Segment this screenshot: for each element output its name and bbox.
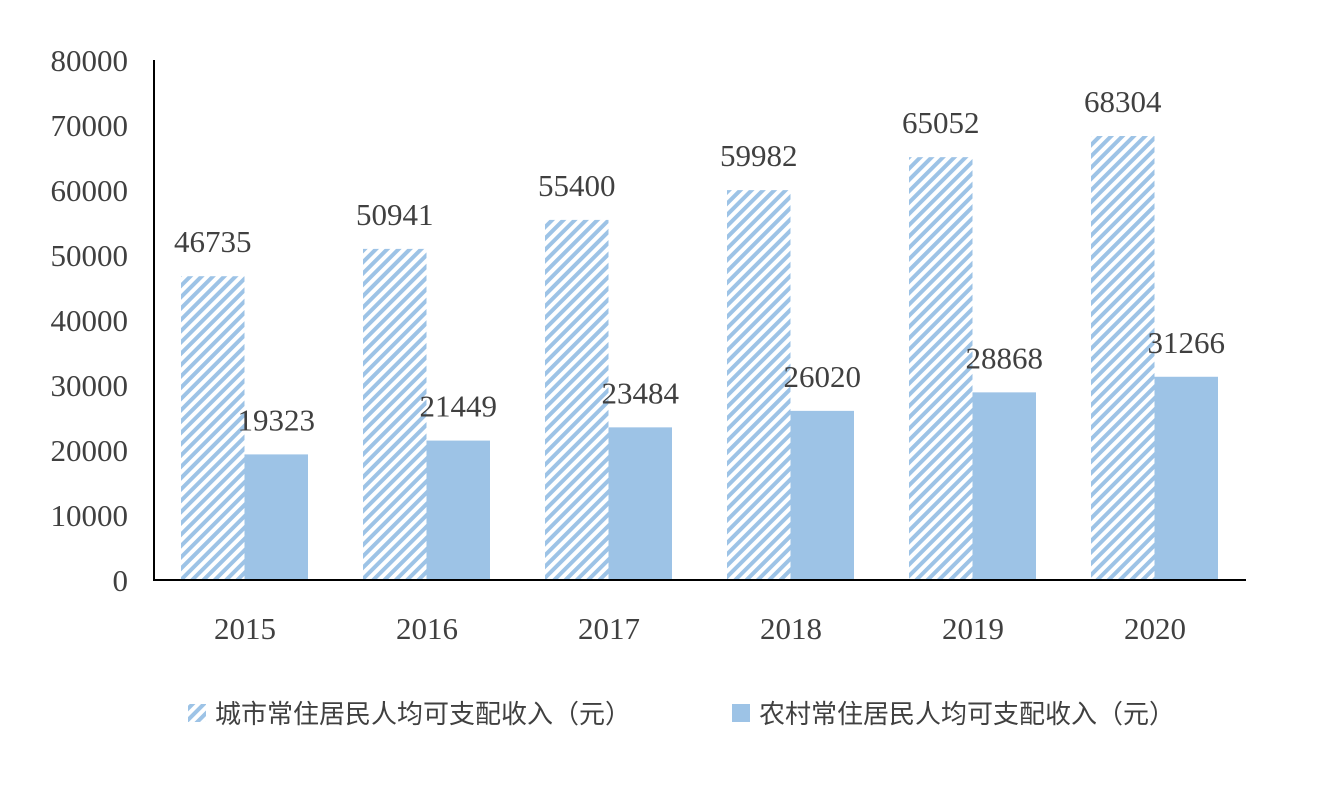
y-tick-label: 70000 — [51, 108, 129, 143]
data-label: 55400 — [538, 168, 616, 203]
bar-urban-2019 — [909, 157, 973, 581]
x-tick-label: 2015 — [214, 611, 276, 646]
x-tick-label: 2020 — [1124, 611, 1186, 646]
y-tick-label: 80000 — [51, 43, 129, 78]
y-tick-label: 10000 — [51, 498, 129, 533]
bar-rural-2018 — [790, 410, 854, 580]
data-label: 65052 — [902, 105, 980, 140]
x-tick-label: 2019 — [942, 611, 1004, 646]
data-label: 59982 — [720, 138, 798, 173]
bar-urban-2017 — [545, 219, 609, 580]
x-tick-label: 2018 — [760, 611, 822, 646]
legend-label: 城市常住居民人均可支配收入（元） — [215, 700, 631, 730]
bar-rural-2016 — [426, 440, 490, 580]
y-tick-label: 50000 — [51, 238, 129, 273]
y-tick-label: 40000 — [51, 303, 129, 338]
data-label: 68304 — [1084, 84, 1162, 119]
data-label: 28868 — [966, 340, 1044, 375]
bar-rural-2020 — [1154, 376, 1218, 580]
bar-rural-2017 — [608, 427, 672, 580]
legend-swatch — [188, 704, 206, 722]
legend-label: 农村常住居民人均可支配收入（元） — [759, 700, 1175, 730]
legend-swatch — [732, 704, 750, 722]
data-label: 19323 — [238, 402, 316, 437]
bar-urban-2020 — [1091, 136, 1155, 581]
data-label: 23484 — [602, 375, 680, 410]
bar-urban-2018 — [727, 190, 791, 580]
y-tick-label: 0 — [113, 563, 129, 598]
bar-urban-2015 — [181, 276, 245, 580]
data-label: 26020 — [784, 359, 862, 394]
bar-rural-2015 — [244, 454, 308, 580]
data-label: 21449 — [420, 389, 498, 424]
bar-rural-2019 — [972, 392, 1036, 580]
x-tick-label: 2017 — [578, 611, 640, 646]
y-tick-label: 60000 — [51, 173, 129, 208]
data-label: 46735 — [174, 224, 252, 259]
y-tick-label: 30000 — [51, 368, 129, 403]
x-tick-label: 2016 — [396, 611, 458, 646]
data-label: 50941 — [356, 197, 434, 232]
y-tick-label: 20000 — [51, 433, 129, 468]
data-label: 31266 — [1148, 325, 1226, 360]
bar-urban-2016 — [363, 248, 427, 581]
